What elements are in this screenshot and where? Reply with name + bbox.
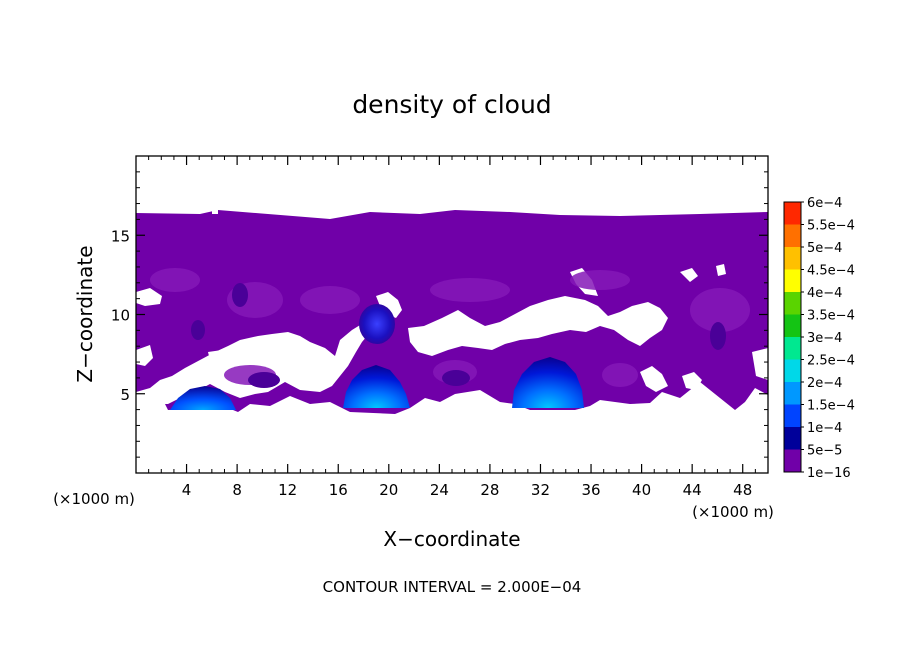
x-tick-label: 12 — [278, 481, 297, 499]
y-tick-label: 15 — [111, 227, 130, 245]
colorbar-swatch — [784, 247, 801, 270]
colorbar-label: 6e−4 — [807, 196, 842, 211]
colorbar-label: 3.5e−4 — [807, 309, 855, 324]
colorbar-label: 3e−4 — [807, 331, 842, 346]
y-axis-label: Z−coordinate — [73, 245, 97, 382]
colorbar-swatch — [784, 359, 801, 382]
x-unit-right: (×1000 m) — [692, 503, 774, 521]
chart-title: density of cloud — [352, 90, 551, 119]
light-lobes — [150, 268, 750, 387]
x-tick-label: 44 — [683, 481, 702, 499]
colorbar-label: 1e−16 — [807, 466, 851, 481]
clear-regions — [136, 209, 768, 404]
colorbar-swatch — [784, 314, 801, 337]
cell-mid — [343, 365, 410, 408]
colorbar-swatch — [784, 382, 801, 405]
cell-right — [512, 357, 584, 408]
x-tick-label: 32 — [531, 481, 550, 499]
x-tick-label: 4 — [182, 481, 192, 499]
colorbar-swatch — [784, 404, 801, 427]
x-tick-label: 40 — [632, 481, 651, 499]
cell-small-left — [170, 386, 236, 410]
colorbar-swatch — [784, 224, 801, 247]
cell-upper-mid — [359, 304, 395, 344]
x-tick-label: 48 — [733, 481, 752, 499]
x-tick-label: 20 — [379, 481, 398, 499]
x-tick-label: 16 — [329, 481, 348, 499]
colorbar-label: 1e−4 — [807, 421, 842, 436]
colorbar-swatch — [784, 337, 801, 360]
colorbar-label: 2e−4 — [807, 376, 842, 391]
contour-interval-label: CONTOUR INTERVAL = 2.000E−04 — [323, 578, 582, 596]
x-tick-label: 36 — [581, 481, 600, 499]
colorbar-label: 2.5e−4 — [807, 354, 855, 369]
cloud-field — [136, 209, 768, 414]
y-axis: 5 10 15 — [111, 171, 768, 458]
y-tick-label: 5 — [120, 386, 130, 404]
x-axis-label: X−coordinate — [383, 527, 520, 551]
colorbar-swatch — [784, 449, 801, 472]
colorbar-label: 5.5e−4 — [807, 219, 855, 234]
colorbar-label: 5e−4 — [807, 241, 842, 256]
x-tick-label: 8 — [232, 481, 242, 499]
colorbar-label: 1.5e−4 — [807, 399, 855, 414]
colorbar-swatch — [784, 202, 801, 225]
x-tick-label: 28 — [480, 481, 499, 499]
colorbar: 1e−16 5e−5 1e−4 1.5e−4 2e−4 2.5e−4 3e−4 3.5e−4 4… — [783, 196, 855, 481]
x-tick-label: 24 — [430, 481, 449, 499]
colorbar-swatch — [784, 427, 801, 450]
colorbar-label: 4e−4 — [807, 286, 842, 301]
dark-lobes — [191, 283, 726, 388]
colorbar-swatch — [784, 269, 801, 292]
x-unit-left: (×1000 m) — [53, 490, 135, 508]
x-axis: 4 8 12 16 20 24 28 32 36 40 44 48 — [148, 156, 756, 499]
y-tick-label: 10 — [111, 307, 130, 325]
colorbar-label: 4.5e−4 — [807, 264, 855, 279]
colorbar-swatch — [784, 292, 801, 315]
colorbar-label: 5e−5 — [807, 444, 842, 459]
